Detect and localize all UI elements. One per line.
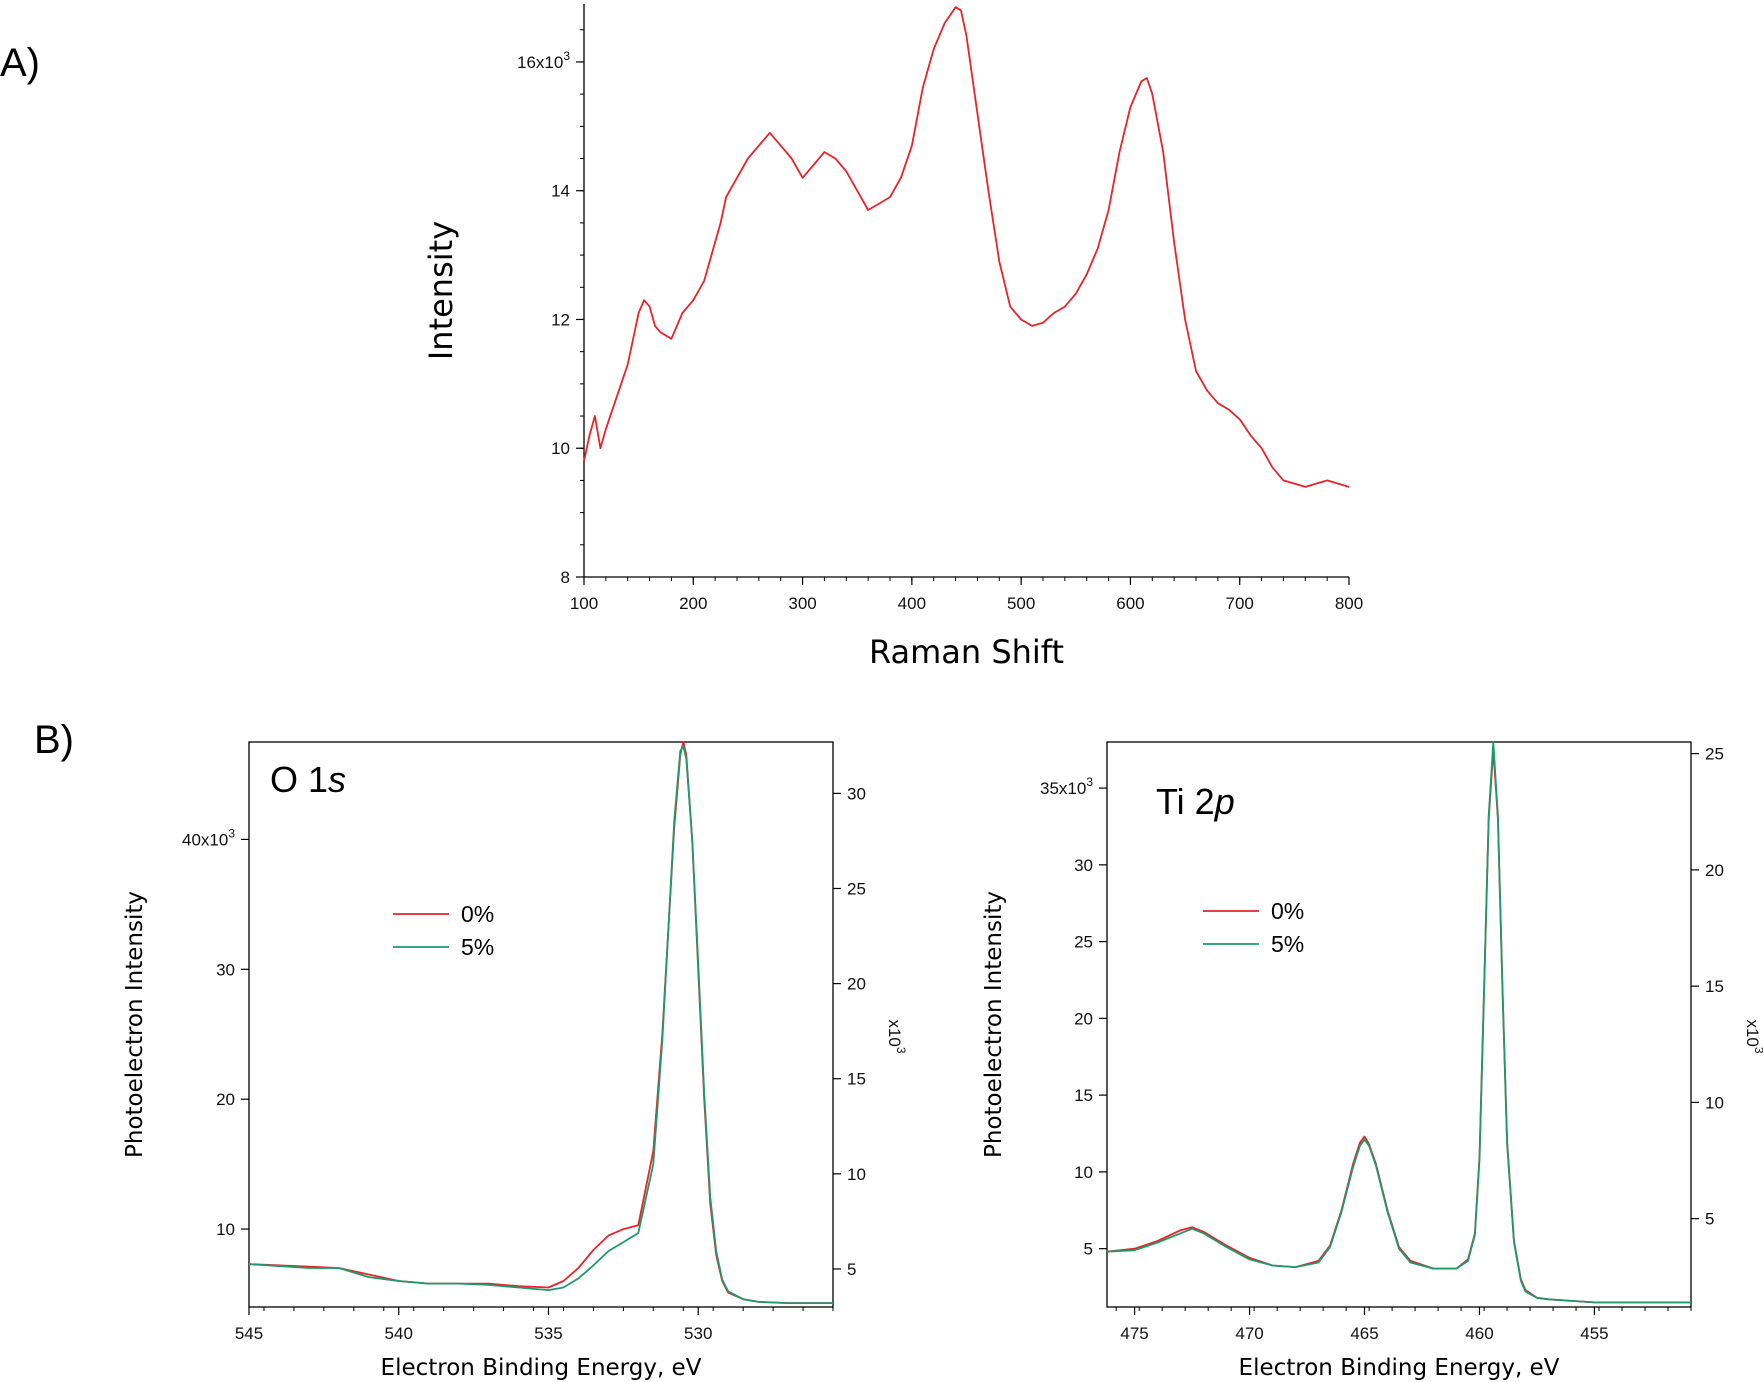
x-tick-label: 475 [1120, 1324, 1148, 1343]
legend-label: 0% [461, 901, 494, 927]
y-tick-label: 25 [1074, 933, 1093, 952]
y-tick-label: 12 [551, 310, 570, 329]
panel-label-b: B) [34, 718, 74, 762]
right-tick-label: 10 [847, 1165, 866, 1184]
ti2p-chart: 475 470 465 460 455 5 10 15 20 25 30 35x103 5 10 15 20 2… [981, 741, 1763, 1381]
y-tick-label: 20 [216, 1090, 235, 1109]
panel-label-a: A) [0, 41, 40, 85]
x-tick-label: 600 [1116, 594, 1144, 613]
y-tick-label: 30 [216, 960, 235, 979]
right-axis-label: x103 [1743, 1019, 1763, 1053]
series-line-0 [583, 6, 1350, 488]
plot-frame [1106, 741, 1692, 1308]
right-axis-label: x103 [885, 1019, 908, 1053]
y-tick-label: 16x103 [517, 49, 570, 72]
y-tick-label: 15 [1074, 1086, 1093, 1105]
inset-label: Ti 2p [1156, 781, 1235, 822]
right-tick-label: 5 [1705, 1210, 1714, 1229]
series-line-0pct [1106, 748, 1691, 1304]
x-tick-label: 470 [1235, 1324, 1263, 1343]
x-tick-label: 530 [684, 1324, 712, 1343]
y-axis-label: Photoelectron Intensity [122, 891, 148, 1158]
right-tick-label: 5 [847, 1260, 856, 1279]
legend-label: 0% [1271, 898, 1304, 924]
right-tick-label: 25 [847, 879, 866, 898]
right-tick-label: 10 [1705, 1093, 1724, 1112]
x-tick-label: 455 [1580, 1324, 1608, 1343]
y-tick-label: 40x103 [182, 826, 235, 849]
y-tick-label: 14 [551, 182, 570, 201]
x-tick-label: 535 [534, 1324, 562, 1343]
inset-label: O 1s [270, 759, 346, 800]
series-line-5pct [1106, 741, 1691, 1304]
y-tick-label: 10 [216, 1220, 235, 1239]
y-tick-label: 10 [551, 439, 570, 458]
series-line-0pct [248, 741, 833, 1304]
x-axis-label: Electron Binding Energy, eV [381, 1355, 702, 1381]
legend-label: 5% [461, 934, 494, 960]
x-tick-label: 540 [385, 1324, 413, 1343]
y-tick-label: 20 [1074, 1009, 1093, 1028]
right-tick-label: 15 [1705, 977, 1724, 996]
x-tick-label: 545 [235, 1324, 263, 1343]
right-tick-label: 20 [1705, 861, 1724, 880]
y-tick-label: 30 [1074, 856, 1093, 875]
plot-frame [248, 741, 834, 1308]
o1s-chart: 545 540 535 530 10 20 30 40x103 5 10 15 20 25 30 x103 E… [122, 741, 908, 1381]
x-tick-label: 400 [898, 594, 926, 613]
x-tick-label: 460 [1465, 1324, 1493, 1343]
legend-label: 5% [1271, 931, 1304, 957]
raman-chart: 100 200 300 400 500 600 700 800 8 10 12 14 16x103 Ram… [422, 4, 1363, 671]
y-axis-label: Intensity [422, 221, 460, 360]
right-tick-label: 20 [847, 975, 866, 994]
y-tick-label: 35x103 [1040, 775, 1093, 798]
x-tick-label: 300 [788, 594, 816, 613]
right-tick-label: 15 [847, 1070, 866, 1089]
y-tick-label: 10 [1074, 1163, 1093, 1182]
x-tick-label: 500 [1007, 594, 1035, 613]
right-tick-label: 25 [1705, 745, 1724, 764]
right-tick-label: 30 [847, 784, 866, 803]
x-tick-label: 465 [1350, 1324, 1378, 1343]
x-axis-label: Raman Shift [869, 633, 1064, 671]
y-axis-label: Photoelectron Intensity [981, 891, 1007, 1158]
x-axis-label: Electron Binding Energy, eV [1239, 1355, 1560, 1381]
x-tick-label: 800 [1335, 594, 1363, 613]
x-tick-label: 700 [1226, 594, 1254, 613]
series-line-5pct [248, 745, 833, 1304]
y-tick-label: 8 [561, 568, 570, 587]
x-tick-label: 200 [679, 594, 707, 613]
y-tick-label: 5 [1084, 1240, 1093, 1259]
x-tick-label: 100 [570, 594, 598, 613]
